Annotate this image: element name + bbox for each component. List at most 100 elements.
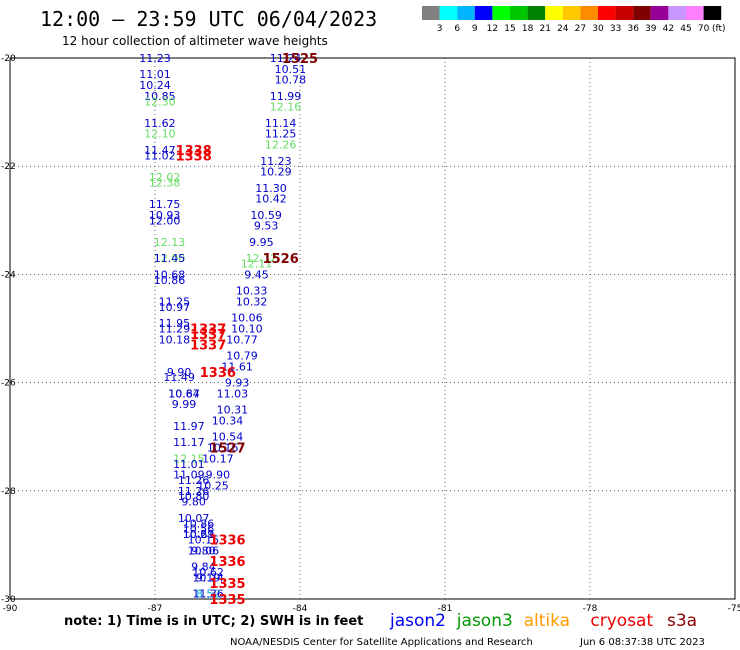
wave-height-value: 10.33	[236, 285, 268, 298]
wave-height-value: 9.84	[191, 561, 216, 574]
timestamp-text: Jun 6 08:37:38 UTC 2023	[579, 637, 705, 648]
wave-height-value: 11.09	[173, 469, 205, 482]
wave-height-value: 11.45	[154, 252, 186, 265]
pass-time-label: 1337	[190, 323, 226, 338]
wave-height-value: 11.61	[221, 360, 253, 373]
wave-height-value: 11.49	[163, 371, 195, 384]
wave-height-value: 10.79	[226, 350, 258, 363]
color-swatch	[668, 6, 686, 20]
pass-time-label: 1527	[209, 442, 245, 457]
color-scale-label: 3	[437, 24, 443, 34]
wave-height-value: 8.52	[196, 588, 221, 601]
wave-height-value: 9.93	[225, 377, 250, 390]
color-scale-label: 36	[627, 24, 639, 34]
wave-height-value: 9.80	[181, 496, 206, 509]
x-tick-label: -75	[728, 604, 740, 614]
wave-height-value: 11.97	[173, 420, 205, 433]
color-scale-label: 15	[504, 24, 515, 34]
wave-height-value: 11.03	[217, 387, 249, 400]
pass-time-label: 1336	[209, 555, 245, 570]
wave-height-value: 9.95	[249, 236, 274, 249]
wave-height-value: 12.11	[241, 258, 273, 271]
color-scale-label: 33	[610, 24, 621, 34]
color-scale-label: 39	[645, 24, 657, 34]
wave-height-value: 12.02	[149, 171, 181, 184]
color-swatch	[598, 6, 616, 20]
color-scale-label: 18	[522, 24, 534, 34]
wave-height-value: 11.75	[149, 198, 181, 211]
wave-height-value: 12.00	[149, 214, 181, 227]
grid	[9, 57, 736, 600]
wave-height-value: 9.53	[254, 220, 279, 233]
wave-height-value: 11.62	[144, 117, 176, 130]
wave-height-value: 10.51	[275, 63, 307, 76]
wave-height-value: 9.19	[196, 571, 221, 584]
pass-time-label: 1335	[209, 593, 245, 608]
wave-height-value: 11.24	[270, 52, 302, 65]
color-scale-bar: 3 6 9 12 15 18 21 24 27 30 33 36 39 42 45 70	[422, 6, 722, 34]
wave-height-value: 11.26	[178, 485, 210, 498]
color-swatch	[510, 6, 528, 20]
legend-item-jason3: jason3	[456, 611, 513, 631]
credit-text: NOAA/NESDIS Center for Satellite Applica…	[230, 637, 533, 648]
wave-height-value: 11.29	[159, 323, 191, 336]
pass-time-label: 1337	[190, 328, 226, 343]
wave-height-value: 10.15	[188, 533, 220, 546]
color-swatch	[492, 6, 510, 20]
wave-height-value: 11.01	[173, 458, 205, 471]
x-tick-label: -87	[148, 604, 163, 614]
color-swatch	[615, 6, 634, 20]
wave-height-value: 11.26	[178, 474, 210, 487]
color-swatch	[474, 6, 493, 20]
pass-time-label: 1525	[282, 52, 318, 67]
wave-height-value: 10.97	[159, 301, 191, 314]
color-swatch	[633, 6, 651, 20]
wave-height-value: 9.99	[172, 398, 197, 411]
wave-height-value: 10.06	[231, 312, 263, 325]
color-scale-label: 21	[539, 24, 550, 34]
color-scale-label: 30	[592, 24, 604, 34]
y-tick-label: -22	[1, 162, 16, 172]
wave-height-value: 11.02	[144, 149, 176, 162]
wave-height-value: 10.17	[202, 452, 234, 465]
chart-title: 12:00 – 23:59 UTC 06/04/2023	[40, 7, 377, 31]
wave-height-value: 10.77	[226, 333, 258, 346]
wave-height-value: 10.54	[212, 431, 244, 444]
color-scale-label: 9	[472, 24, 478, 34]
x-tick-label: -84	[293, 604, 308, 614]
wave-height-value: 11.23	[139, 52, 171, 65]
wave-height-value: 10.29	[260, 166, 292, 179]
pass-time-label: 1336	[200, 366, 236, 381]
legend-item-altika: altika	[524, 611, 571, 631]
wave-height-value: 11.25	[265, 128, 297, 141]
x-tick-label: -78	[583, 604, 598, 614]
legend-item-s3a: s3a	[667, 611, 697, 631]
footer-note: note: 1) Time is in UTC; 2) SWH is in fe…	[64, 614, 363, 629]
wave-height-value: 10.31	[217, 404, 249, 417]
color-swatch	[422, 6, 440, 20]
wave-height-value: 10.32	[236, 295, 268, 308]
wave-height-value: 10.07	[178, 512, 210, 525]
wave-height-value: 10.85	[144, 90, 176, 103]
y-tick-label: -26	[1, 379, 16, 389]
pass-time-label: 1338	[176, 149, 212, 164]
wave-height-value: 12.16	[270, 101, 302, 114]
wave-height-value: 10.25	[197, 479, 229, 492]
wave-height-value: 12.30	[144, 95, 176, 108]
plot-frame	[9, 57, 736, 600]
wave-height-value: 10.86	[154, 274, 186, 287]
legend: jason2 jason3 altika cryosat s3a	[389, 611, 697, 631]
color-scale-label: 6	[454, 24, 460, 34]
color-scale-label: 12	[487, 24, 498, 34]
color-swatch	[527, 6, 546, 20]
wave-height-value: 10.24	[139, 79, 171, 92]
color-swatch	[457, 6, 475, 20]
wave-height-value: 10.69	[183, 528, 215, 541]
color-scale-unit: (ft)	[712, 24, 726, 34]
wave-height-value: 9.90	[167, 366, 192, 379]
legend-item-jason2: jason2	[389, 611, 446, 631]
wave-height-value: 10.87	[168, 387, 200, 400]
pass-time-label: 1336	[209, 533, 245, 548]
wave-height-value: 12.38	[149, 176, 181, 189]
x-tick-label: -90	[3, 604, 18, 614]
